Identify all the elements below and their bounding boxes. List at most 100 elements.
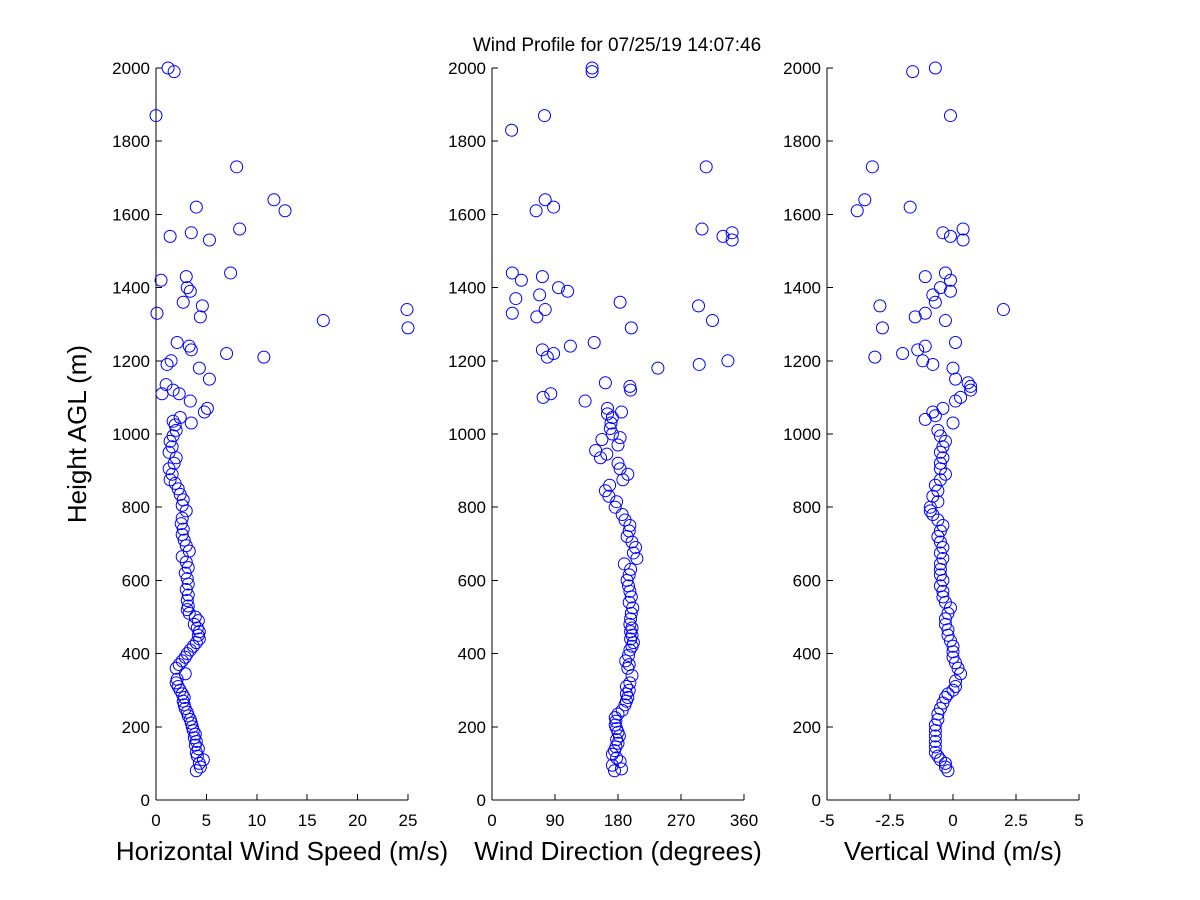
data-point: [622, 568, 636, 582]
data-point: [594, 451, 607, 465]
direction-y-tick-label: 2000: [448, 59, 486, 78]
data-point: [933, 753, 947, 767]
data-point: [578, 394, 592, 408]
data-point: [996, 303, 1010, 317]
data-point: [622, 658, 636, 672]
data-point: [936, 401, 950, 415]
data-point: [622, 579, 635, 593]
figure-title: Wind Profile for 07/25/19 14:07:46: [473, 35, 761, 56]
data-point: [536, 390, 550, 404]
data-point: [200, 401, 214, 415]
data-point: [514, 273, 528, 287]
data-point: [903, 200, 917, 214]
speed-y-tick-label: 600: [122, 571, 150, 590]
data-point: [961, 376, 975, 390]
data-point: [316, 314, 330, 328]
data-point: [918, 306, 932, 320]
data-point: [956, 222, 970, 236]
data-point: [943, 109, 957, 123]
data-point: [865, 160, 879, 174]
data-point: [605, 747, 619, 761]
data-point: [183, 394, 197, 408]
data-point: [928, 61, 942, 75]
data-point: [278, 204, 292, 218]
data-point: [850, 204, 864, 218]
data-point: [168, 418, 182, 432]
data-point: [563, 339, 577, 353]
speed-y-tick-label: 1600: [112, 205, 150, 224]
data-point: [598, 376, 612, 390]
vertical-x-tick-label: 0: [948, 811, 957, 830]
data-point: [189, 764, 203, 778]
data-point: [943, 229, 957, 243]
data-point: [608, 500, 622, 514]
speed-x-tick-label: 5: [202, 811, 211, 830]
data-point: [589, 443, 603, 457]
speed-panel: 0 200 400 600 800 1000 1200 1400 1600 1800 2000 0 5 1…: [62, 59, 448, 866]
vertical-x-tick-label: -5: [819, 811, 834, 830]
data-point: [193, 310, 207, 324]
data-point: [928, 740, 942, 754]
data-point: [538, 109, 551, 123]
data-point: [938, 612, 952, 626]
direction-y-tick-label: 1600: [448, 205, 486, 224]
data-point: [949, 680, 963, 694]
data-point: [931, 423, 945, 437]
data-point: [613, 295, 627, 309]
data-point: [177, 533, 191, 547]
data-point: [585, 61, 599, 75]
data-point: [946, 361, 960, 375]
data-point: [619, 680, 633, 694]
data-point: [946, 416, 960, 430]
data-point: [928, 409, 942, 423]
data-point: [178, 650, 192, 664]
data-point: [617, 557, 631, 571]
data-point: [615, 405, 628, 419]
data-point: [505, 306, 519, 320]
data-point: [180, 572, 194, 586]
data-point: [195, 299, 209, 313]
data-point: [928, 295, 942, 309]
data-point: [220, 346, 234, 360]
data-point: [943, 273, 957, 287]
data-point: [552, 281, 565, 295]
data-point: [938, 691, 952, 705]
data-point: [692, 299, 705, 313]
data-point: [197, 405, 211, 419]
data-point: [954, 667, 968, 681]
data-point: [936, 226, 950, 240]
data-point: [540, 350, 554, 364]
data-point: [175, 654, 189, 668]
data-point: [918, 412, 932, 426]
speed-y-tick-label: 400: [122, 645, 150, 664]
data-point: [190, 621, 204, 635]
data-point: [610, 751, 624, 765]
data-point: [192, 625, 206, 639]
data-point: [911, 343, 925, 357]
vertical-panel: 0 200 400 600 800 1000 1200 1400 1600 1800 2000 -5 -…: [783, 59, 1084, 866]
data-point: [938, 314, 952, 328]
data-point: [187, 617, 201, 631]
data-point: [933, 456, 947, 470]
direction-x-axis-label: Wind Direction (degrees): [474, 836, 762, 866]
data-point: [601, 401, 614, 415]
data-point: [622, 683, 636, 697]
data-point: [173, 411, 187, 425]
vertical-y-tick-label: 200: [793, 718, 821, 737]
data-point: [179, 583, 193, 597]
vertical-x-tick-label: 2.5: [1004, 811, 1028, 830]
data-point: [604, 416, 618, 430]
data-point: [544, 387, 558, 401]
data-point: [858, 193, 872, 207]
data-point: [623, 643, 637, 657]
direction-y-tick-label: 1400: [448, 279, 486, 298]
data-point: [163, 229, 177, 243]
data-point: [164, 354, 178, 368]
vertical-y-tick-label: 2000: [783, 59, 821, 78]
data-point: [189, 200, 203, 214]
direction-x-tick-label: 360: [730, 811, 758, 830]
data-point: [182, 606, 196, 620]
data-point: [938, 266, 952, 280]
data-point: [933, 568, 947, 582]
speed-x-tick-label: 10: [247, 811, 266, 830]
